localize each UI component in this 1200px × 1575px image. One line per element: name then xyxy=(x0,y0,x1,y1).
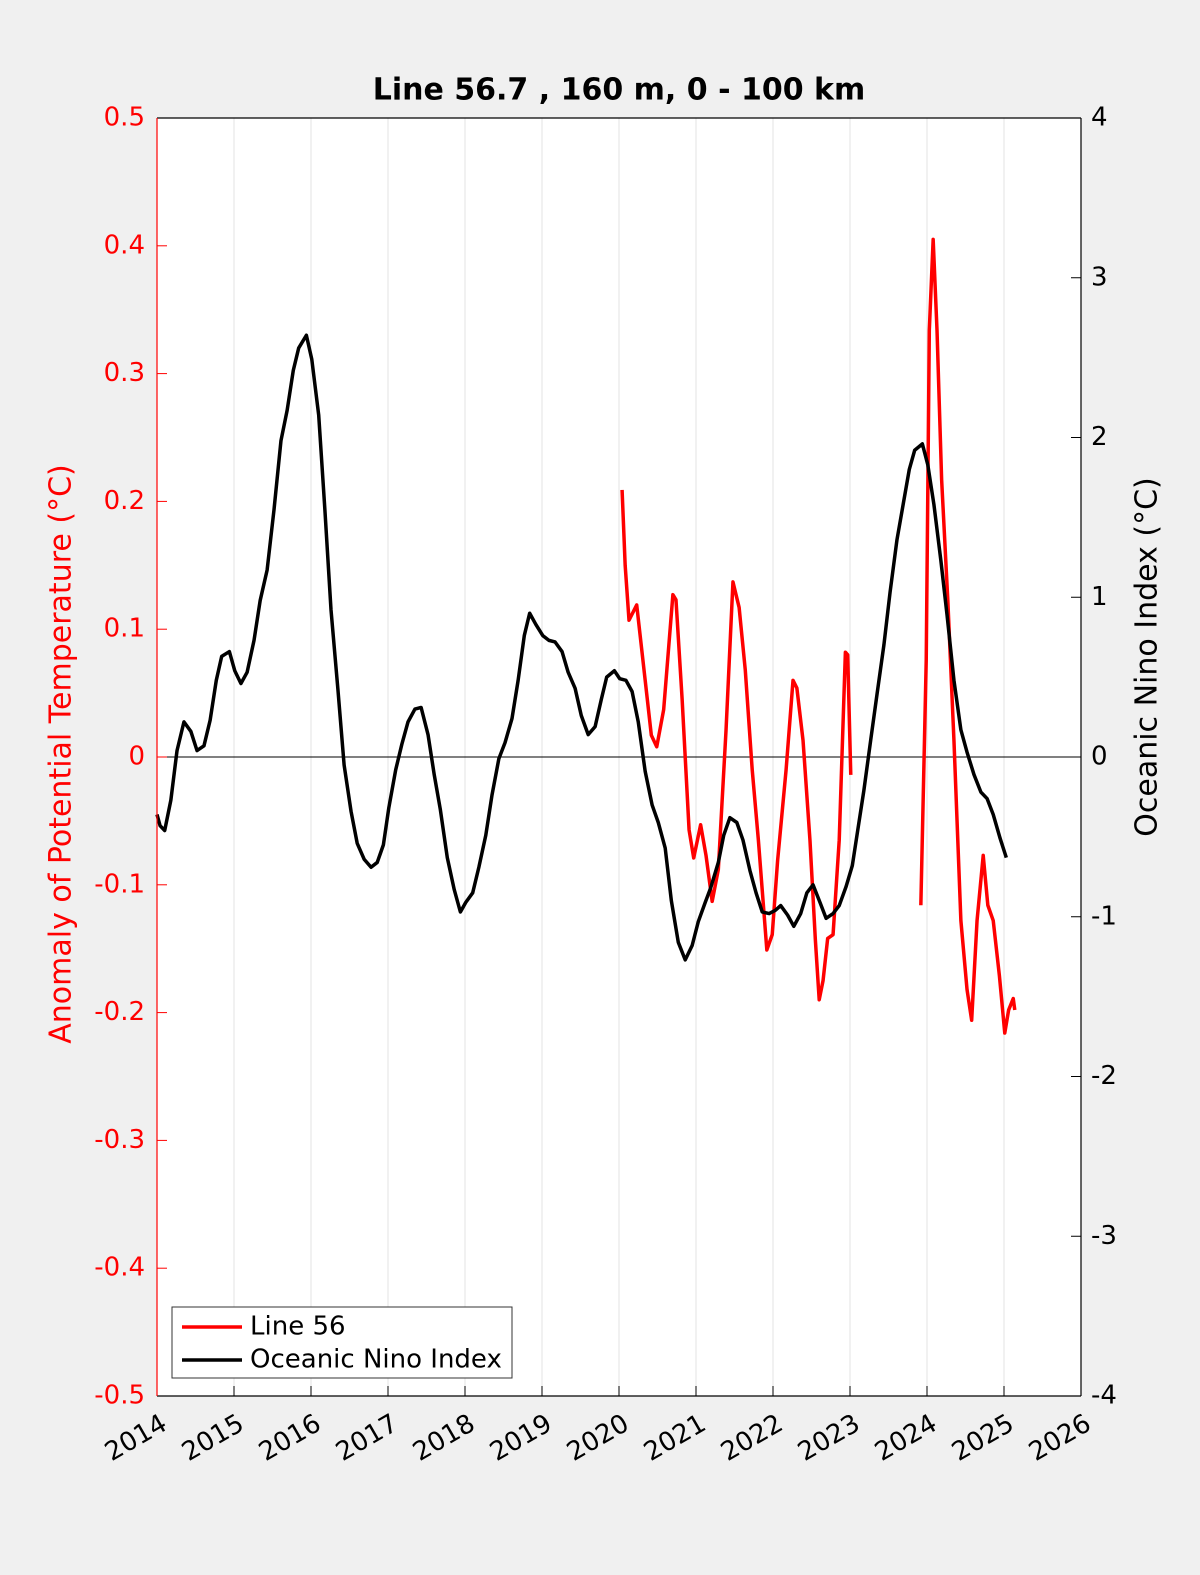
y2-tick-label: -4 xyxy=(1091,1381,1117,1411)
y2-tick-label: 4 xyxy=(1091,103,1108,133)
y-tick-label: 0.2 xyxy=(104,486,145,516)
y-tick-label: -0.2 xyxy=(94,997,145,1027)
y2-tick-label: -3 xyxy=(1091,1221,1117,1251)
y-tick-label: -0.3 xyxy=(94,1125,145,1155)
y-tick-label: -0.4 xyxy=(94,1253,145,1283)
legend-label: Line 56 xyxy=(250,1312,346,1342)
y2-tick-label: -2 xyxy=(1091,1061,1117,1091)
data-line xyxy=(620,237,1017,1035)
y-tick-label: 0.4 xyxy=(104,230,145,260)
y2-tick-label: 2 xyxy=(1091,422,1108,452)
y-tick-label: -0.5 xyxy=(94,1381,145,1411)
y-tick-label: 0.1 xyxy=(104,614,145,644)
y-tick-label: -0.1 xyxy=(94,869,145,899)
y2-tick-label: 1 xyxy=(1091,582,1108,612)
y-tick-label: 0.5 xyxy=(104,103,145,133)
y2-tick-label: 3 xyxy=(1091,262,1108,292)
y-tick-label: 0 xyxy=(128,742,145,772)
legend-label: Oceanic Nino Index xyxy=(250,1345,502,1375)
legend-box xyxy=(171,1306,513,1379)
y2-tick-label: -1 xyxy=(1091,901,1117,931)
y2-tick-label: 0 xyxy=(1091,742,1108,772)
y-tick-label: 0.3 xyxy=(104,358,145,388)
y-axis-label: Anomaly of Potential Temperature (°C) xyxy=(44,464,79,1043)
chart-title: Line 56.7 , 160 m, 0 - 100 km xyxy=(373,73,866,108)
y2-axis-label: Oceanic Nino Index (°C) xyxy=(1130,477,1165,837)
data-line xyxy=(155,333,1008,962)
